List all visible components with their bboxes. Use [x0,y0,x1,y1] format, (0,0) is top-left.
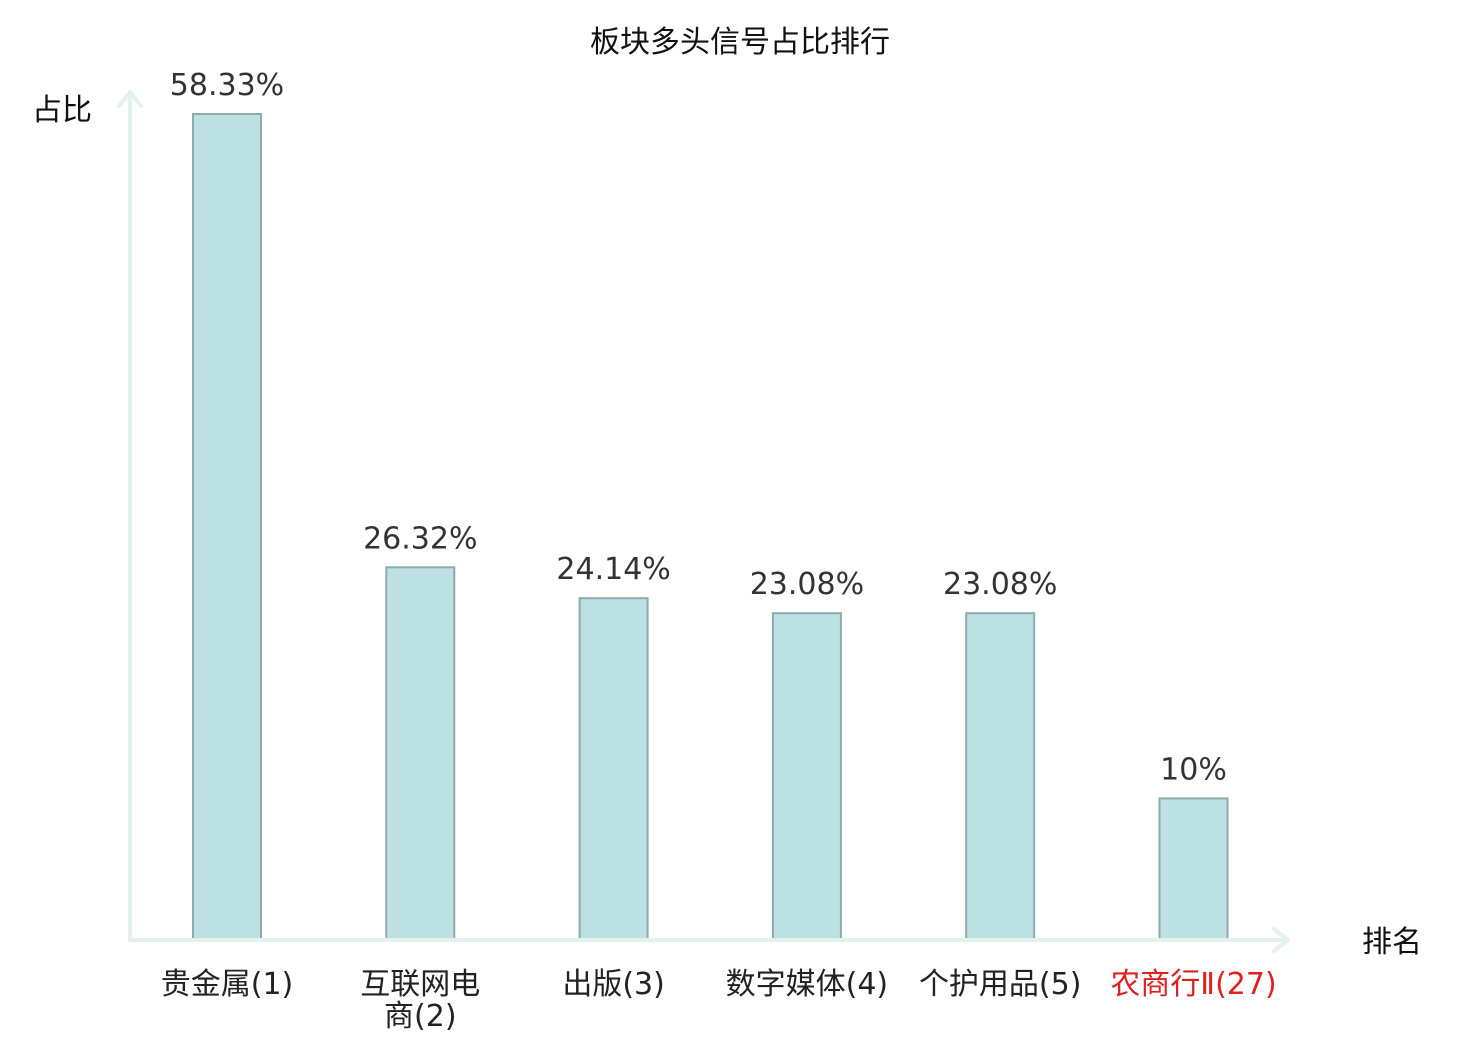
value-label-group: 58.33% 26.32% 24.14% 23.08% 23.08% 10% [170,68,1227,787]
data-label: 10% [1160,752,1227,787]
bar [771,612,842,941]
x-tick-label: 个护用品(5) [919,967,1082,1002]
x-tick-label: 农商行Ⅱ(27) [1110,967,1276,1002]
x-tick-label: 贵金属(1) [161,967,294,1002]
x-tick-label: 数字媒体(4) [726,967,889,1002]
x-tick-label: 商(2) [384,999,457,1034]
x-axis-label: 排名 [1362,925,1422,960]
bar-group [192,113,1229,942]
bar [965,612,1036,941]
y-axis-arrow [117,90,143,108]
x-tick-label: 互联网电 [360,967,480,1002]
chart-title: 板块多头信号占比排行 [590,25,890,60]
bar [385,566,456,941]
data-label: 26.32% [363,521,477,556]
data-label: 23.08% [943,567,1057,602]
y-axis-label: 占比 [32,93,92,128]
data-label: 24.14% [556,552,670,587]
data-label: 58.33% [170,68,284,103]
x-tick-label: 出版(3) [562,967,665,1002]
data-label: 23.08% [750,567,864,602]
bar [1158,797,1229,942]
bar [192,113,262,941]
x-axis-arrow [1272,927,1290,953]
bar [578,597,649,941]
